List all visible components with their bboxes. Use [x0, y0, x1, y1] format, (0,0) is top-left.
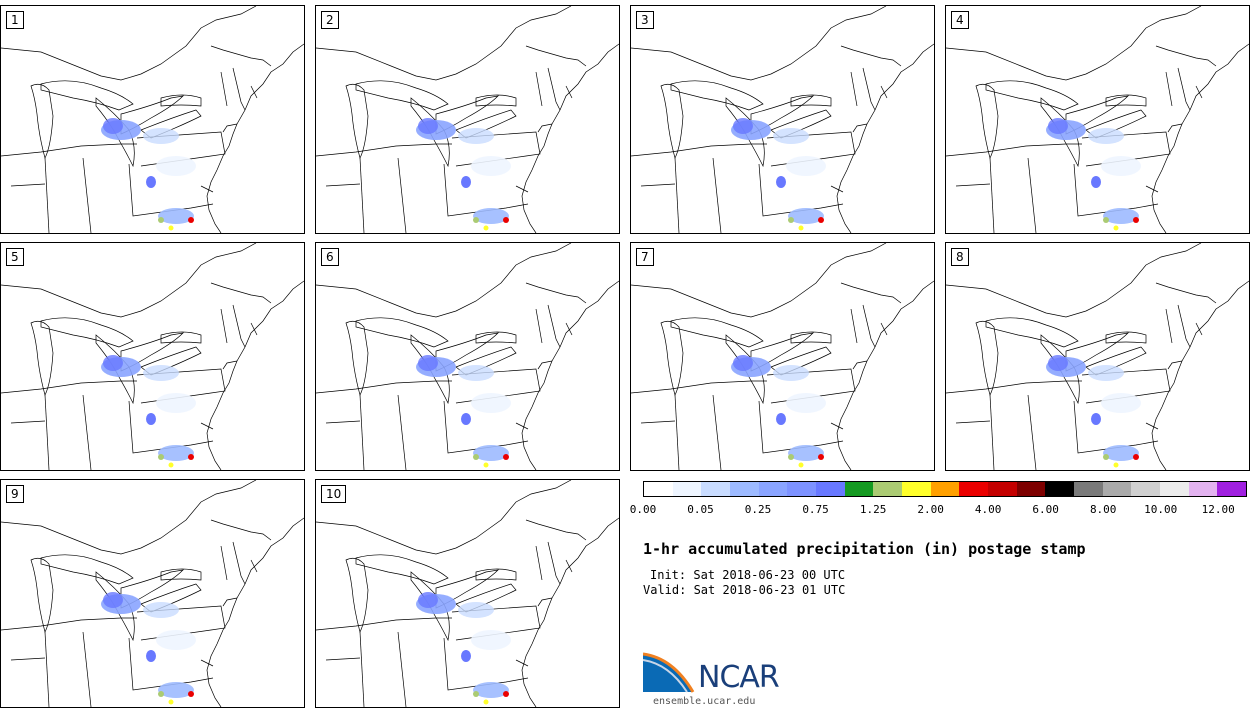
member-panel: 7: [630, 242, 935, 471]
colorbar-tick-label: 10.00: [1144, 503, 1178, 516]
map: [316, 243, 619, 470]
colorbar-swatch: [730, 482, 759, 496]
colorbar-swatch: [873, 482, 903, 496]
member-number: 6: [321, 248, 339, 266]
logo-name: NCAR: [698, 660, 780, 695]
colorbar-swatch: [959, 482, 989, 496]
member-panel: 8: [945, 242, 1250, 471]
colorbar-swatch: [902, 482, 931, 496]
member-number: 2: [321, 11, 339, 29]
map: [316, 480, 619, 707]
colorbar-tick-label: 6.00: [1032, 503, 1059, 516]
colorbar-tick-label: 0.75: [802, 503, 829, 516]
colorbar-tick-label: 0.05: [687, 503, 714, 516]
member-panel: 4: [945, 5, 1250, 234]
colorbar-swatch: [816, 482, 845, 496]
colorbar-tick-label: 0.00: [629, 503, 657, 516]
member-number: 1: [6, 11, 24, 29]
colorbar-swatch: [988, 482, 1017, 496]
member-number: 4: [951, 11, 969, 29]
site-url: ensemble.ucar.edu: [653, 696, 756, 707]
colorbar-tick-label: 0.25: [744, 503, 772, 516]
colorbar-swatch: [1102, 482, 1132, 496]
colorbar-tick-label: 12.00: [1201, 503, 1235, 516]
colorbar-swatch: [1045, 482, 1075, 496]
colorbar-swatch: [758, 482, 788, 496]
member-number: 7: [636, 248, 654, 266]
map: [631, 243, 934, 470]
map: [946, 6, 1249, 233]
colorbar-swatch: [844, 482, 874, 496]
map: [1, 243, 304, 470]
map: [1, 480, 304, 707]
colorbar-tick-label: 2.00: [917, 503, 944, 516]
plot-title: 1-hr accumulated precipitation (in) post…: [643, 540, 1086, 558]
colorbar-swatch: [787, 482, 817, 496]
member-panel: 6: [315, 242, 620, 471]
colorbar-tick-label: 8.00: [1089, 503, 1117, 516]
colorbar-swatch: [1131, 482, 1161, 496]
map: [946, 243, 1249, 470]
member-number: 5: [6, 248, 24, 266]
valid-time: Valid: Sat 2018-06-23 01 UTC: [643, 583, 846, 597]
member-panel: 10: [315, 479, 620, 708]
member-number: 3: [636, 11, 654, 29]
colorbar-tick-label: 1.25: [859, 503, 887, 516]
ncar-logo-icon: [643, 652, 695, 693]
colorbar-swatch: [930, 482, 960, 496]
colorbar-swatch: [1188, 482, 1218, 496]
colorbar-swatch: [701, 482, 731, 496]
colorbar-swatch: [1160, 482, 1189, 496]
colorbar-swatch: [1016, 482, 1046, 496]
member-panel: 5: [0, 242, 305, 471]
colorbar-swatch: [1217, 482, 1247, 496]
member-number: 9: [6, 485, 24, 503]
member-panel: 2: [315, 5, 620, 234]
init-time: Init: Sat 2018-06-23 00 UTC: [650, 568, 846, 582]
member-number: 10: [321, 485, 347, 503]
member-number: 8: [951, 248, 969, 266]
member-panel: 3: [630, 5, 935, 234]
member-panel: 1: [0, 5, 305, 234]
map: [1, 6, 304, 233]
colorbar: [643, 481, 1247, 497]
map: [631, 6, 934, 233]
map: [316, 6, 619, 233]
colorbar-swatch: [1074, 482, 1103, 496]
colorbar-tick-label: 4.00: [974, 503, 1002, 516]
colorbar-swatch: [644, 482, 673, 496]
member-panel: 9: [0, 479, 305, 708]
colorbar-swatch: [672, 482, 702, 496]
